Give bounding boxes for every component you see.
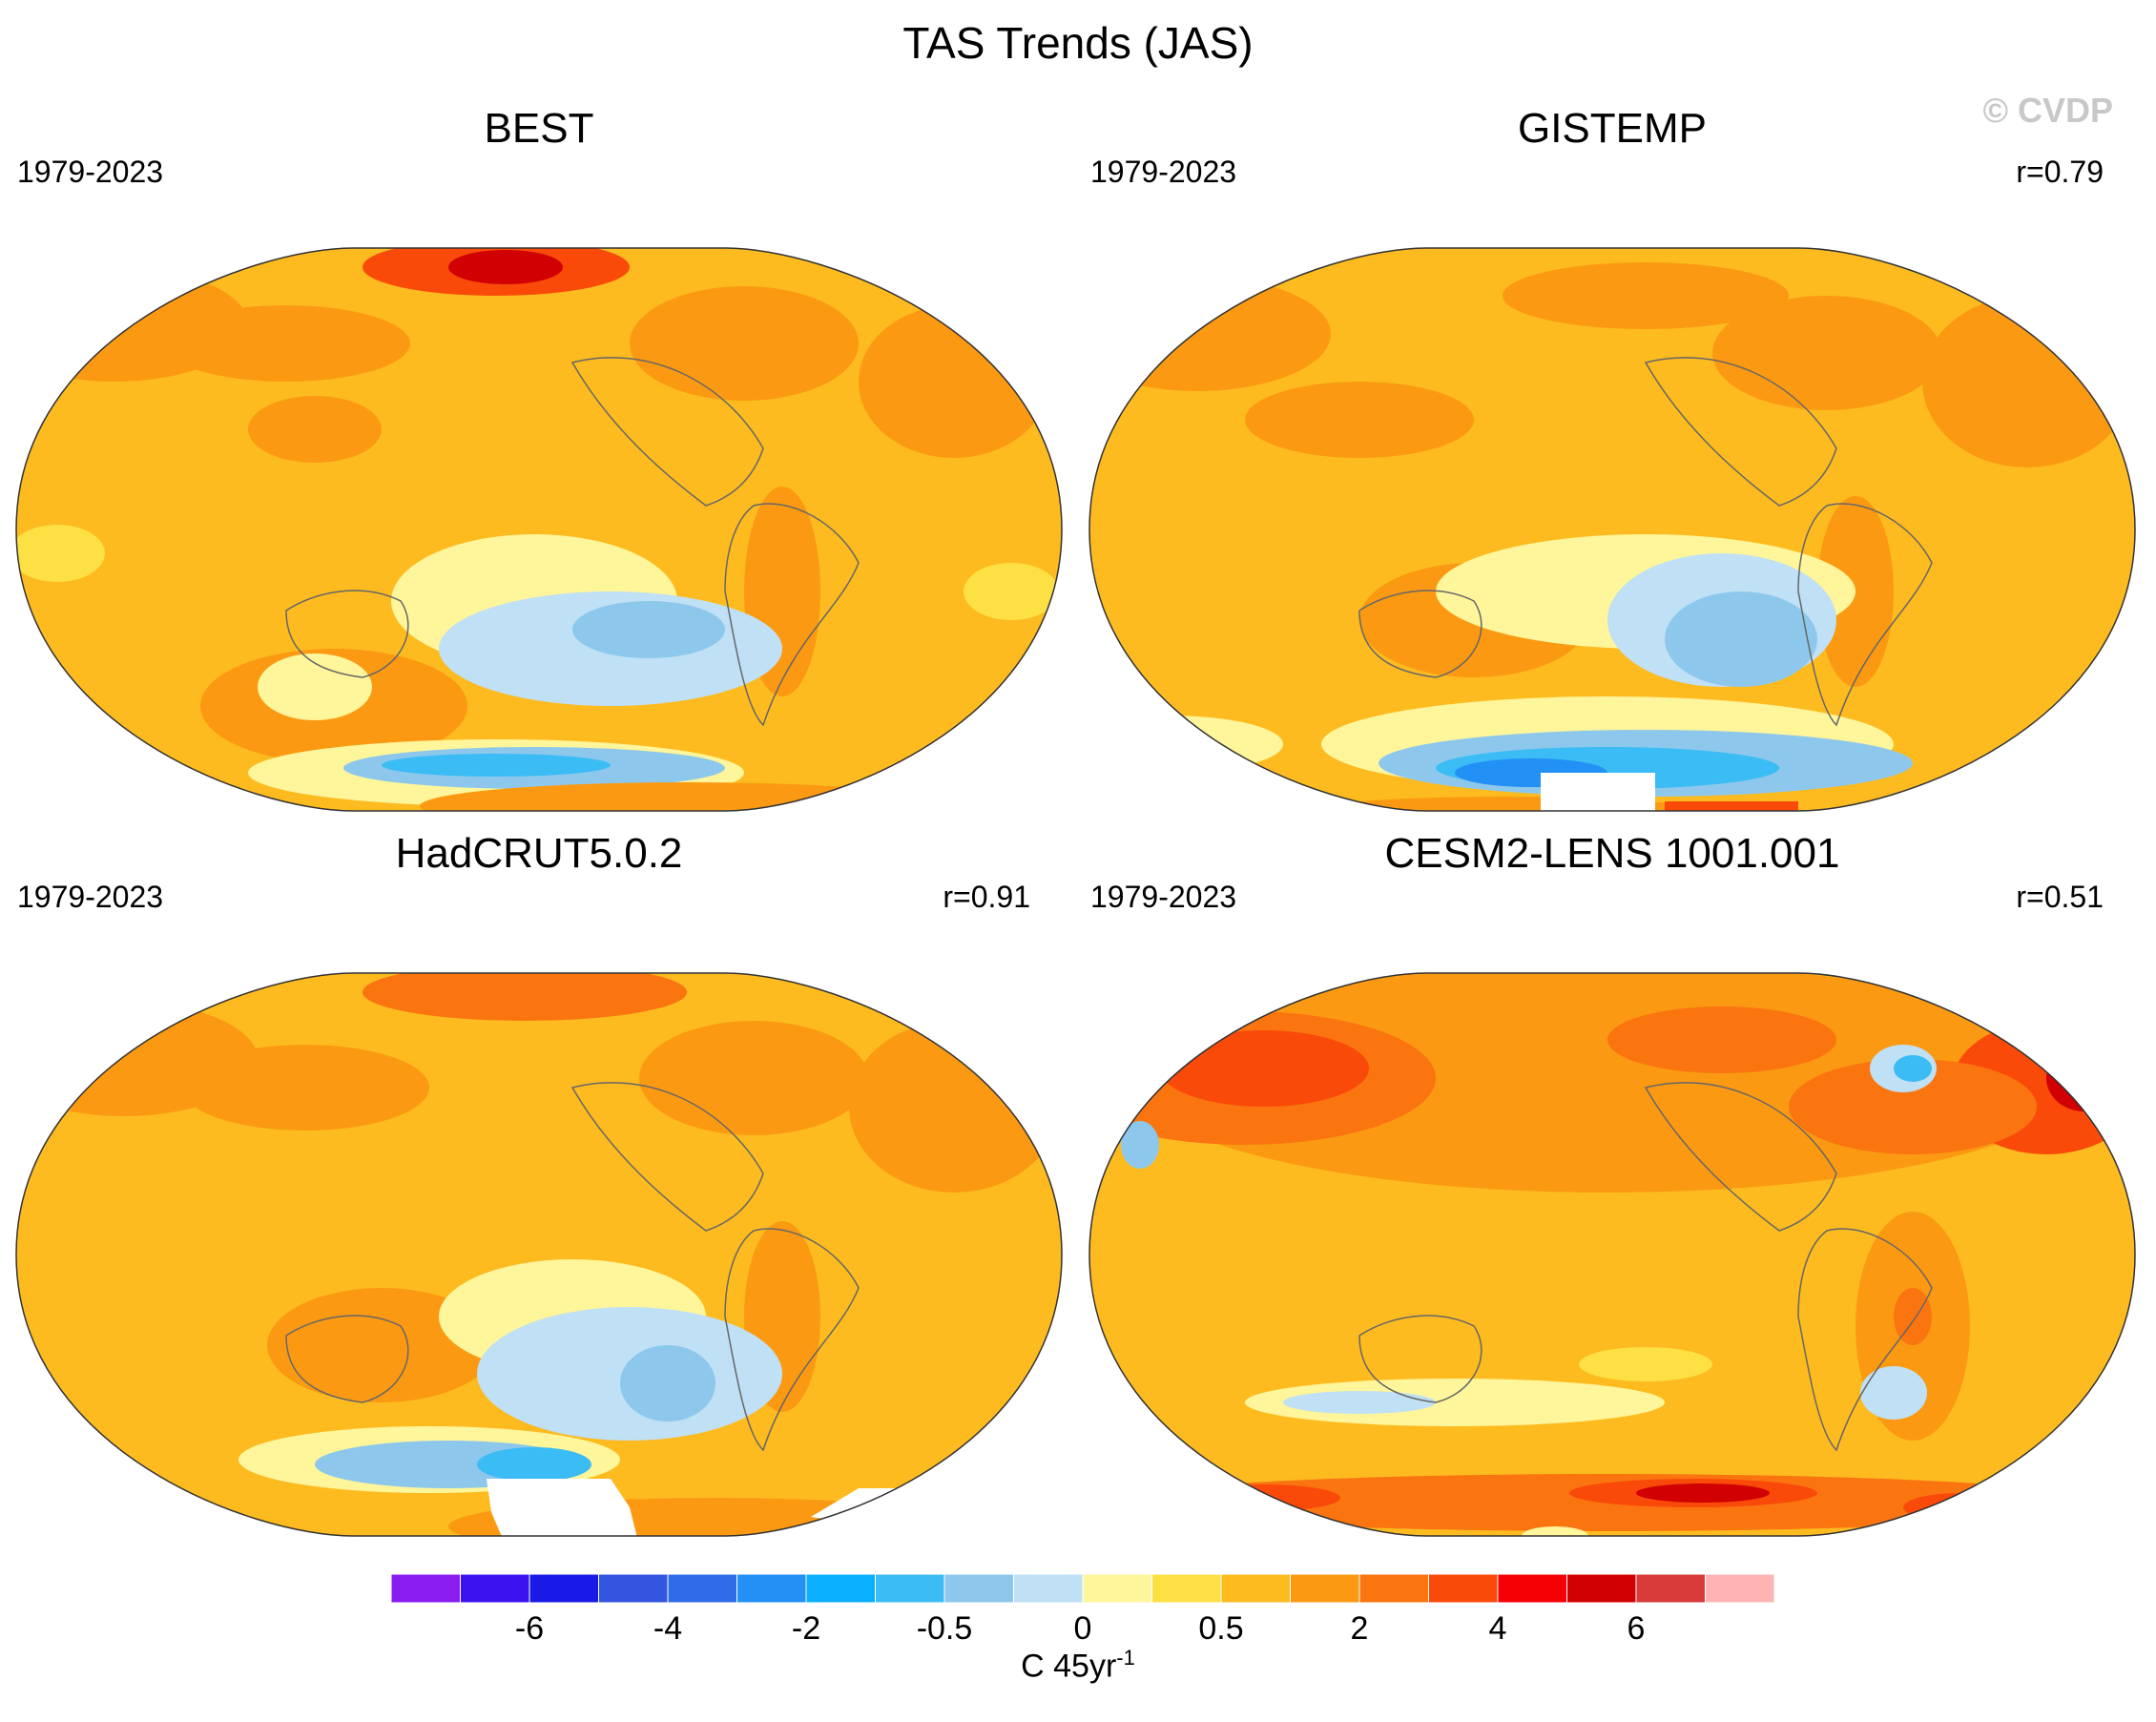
panel-correlation: r=0.79 [2016, 155, 2104, 189]
panel-correlation: r=0.51 [2016, 880, 2104, 914]
colorbar-swatch [1566, 1573, 1637, 1604]
colorbar-swatch [736, 1573, 807, 1604]
colorbar-swatch [1082, 1573, 1152, 1604]
panel-correlation: r=0.91 [943, 880, 1030, 914]
colorbar-tick-label: -0.5 [917, 1610, 973, 1647]
panel-period: 1979-2023 [1090, 155, 1237, 189]
colorbar-swatch [1151, 1573, 1222, 1604]
colorbar-swatch [943, 1573, 1014, 1604]
colorbar-swatch [1635, 1573, 1706, 1604]
colorbar-swatch [1290, 1573, 1360, 1604]
panel-period: 1979-2023 [1090, 880, 1237, 914]
colorbar-swatch [1428, 1573, 1499, 1604]
colorbar-swatch [1358, 1573, 1429, 1604]
trend-map [15, 972, 1063, 1537]
panel-title: CESM2-LENS 1001.001 [1384, 830, 1840, 877]
colorbar-swatch [875, 1573, 945, 1604]
panel-period: 1979-2023 [17, 880, 164, 914]
panel-period: 1979-2023 [17, 155, 164, 189]
colorbar-swatch [460, 1573, 530, 1604]
colorbar-swatch [1705, 1573, 1775, 1604]
colorbar-tick-label: 6 [1627, 1610, 1646, 1647]
colorbar-tick-label: 2 [1351, 1610, 1369, 1647]
colorbar-tick-label: -4 [653, 1610, 682, 1647]
panel-title: GISTEMP [1517, 105, 1708, 152]
colorbar-swatch [529, 1573, 599, 1604]
map-panel-gistemp: GISTEMP 1979-2023 r=0.79 [1073, 105, 2151, 830]
panel-title: HadCRUT5.0.2 [395, 830, 683, 877]
map-panel-cesm2-lens: CESM2-LENS 1001.001 1979-2023 r=0.51 [1073, 830, 2151, 1555]
colorbar-tick-label: -6 [515, 1610, 544, 1647]
colorbar-swatch [1013, 1573, 1084, 1604]
colorbar-tick-label: 4 [1489, 1610, 1507, 1647]
colorbar: -6 -4 -2 -0.5 0 0.5 2 4 6 [390, 1573, 1775, 1647]
colorbar-swatch [1497, 1573, 1567, 1604]
colorbar-swatch [667, 1573, 737, 1604]
map-panel-hadcrut: HadCRUT5.0.2 1979-2023 r=0.91 [0, 830, 1078, 1555]
colorbar-units: C 45yr-1 [0, 1646, 2156, 1685]
colorbar-swatches [390, 1573, 1775, 1604]
colorbar-tick-label: 0.5 [1198, 1610, 1243, 1647]
map-panel-best: BEST 1979-2023 [0, 105, 1078, 830]
trend-map [1088, 247, 2136, 812]
trend-map [1088, 972, 2136, 1537]
colorbar-swatch [1220, 1573, 1291, 1604]
colorbar-tick-labels: -6 -4 -2 -0.5 0 0.5 2 4 6 [515, 1610, 1646, 1647]
colorbar-swatch [390, 1573, 461, 1604]
figure-title: TAS Trends (JAS) [902, 18, 1254, 68]
colorbar-units-text: C 45yr [1021, 1648, 1117, 1685]
colorbar-swatch [598, 1573, 669, 1604]
trend-map [15, 247, 1063, 812]
colorbar-tick-label: 0 [1074, 1610, 1092, 1647]
copyright-watermark: © CVDP [1982, 91, 2113, 130]
colorbar-swatch [805, 1573, 876, 1604]
panel-title: BEST [484, 105, 594, 152]
colorbar-units-exponent: -1 [1116, 1646, 1135, 1670]
colorbar-tick-label: -2 [792, 1610, 820, 1647]
